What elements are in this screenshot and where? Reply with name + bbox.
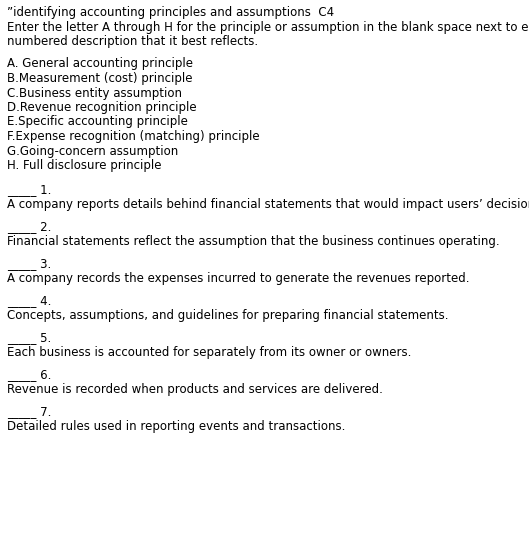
Text: C.Business entity assumption: C.Business entity assumption	[7, 86, 182, 100]
Text: F.Expense recognition (matching) principle: F.Expense recognition (matching) princip…	[7, 130, 260, 143]
Text: Revenue is recorded when products and services are delivered.: Revenue is recorded when products and se…	[7, 383, 383, 396]
Text: _____ 4.: _____ 4.	[7, 294, 51, 308]
Text: Financial statements reflect the assumption that the business continues operatin: Financial statements reflect the assumpt…	[7, 235, 499, 248]
Text: _____ 5.: _____ 5.	[7, 331, 51, 345]
Text: Enter the letter A through H for the principle or assumption in the blank space : Enter the letter A through H for the pri…	[7, 20, 529, 33]
Text: D.Revenue recognition principle: D.Revenue recognition principle	[7, 101, 197, 114]
Text: E.Specific accounting principle: E.Specific accounting principle	[7, 115, 188, 129]
Text: H. Full disclosure principle: H. Full disclosure principle	[7, 159, 161, 172]
Text: _____ 1.: _____ 1.	[7, 183, 51, 197]
Text: _____ 6.: _____ 6.	[7, 369, 51, 382]
Text: _____ 3.: _____ 3.	[7, 257, 51, 271]
Text: ”identifying accounting principles and assumptions  C4: ”identifying accounting principles and a…	[7, 6, 334, 19]
Text: Detailed rules used in reporting events and transactions.: Detailed rules used in reporting events …	[7, 420, 345, 433]
Text: A. General accounting principle: A. General accounting principle	[7, 57, 193, 71]
Text: B.Measurement (cost) principle: B.Measurement (cost) principle	[7, 72, 193, 85]
Text: A company reports details behind financial statements that would impact users’ d: A company reports details behind financi…	[7, 198, 529, 211]
Text: G.Going-concern assumption: G.Going-concern assumption	[7, 145, 178, 158]
Text: _____ 2.: _____ 2.	[7, 220, 51, 234]
Text: Concepts, assumptions, and guidelines for preparing financial statements.: Concepts, assumptions, and guidelines fo…	[7, 309, 449, 322]
Text: _____ 7.: _____ 7.	[7, 406, 51, 419]
Text: A company records the expenses incurred to generate the revenues reported.: A company records the expenses incurred …	[7, 272, 470, 285]
Text: Each business is accounted for separately from its owner or owners.: Each business is accounted for separatel…	[7, 346, 412, 359]
Text: numbered description that it best reflects.: numbered description that it best reflec…	[7, 35, 258, 48]
